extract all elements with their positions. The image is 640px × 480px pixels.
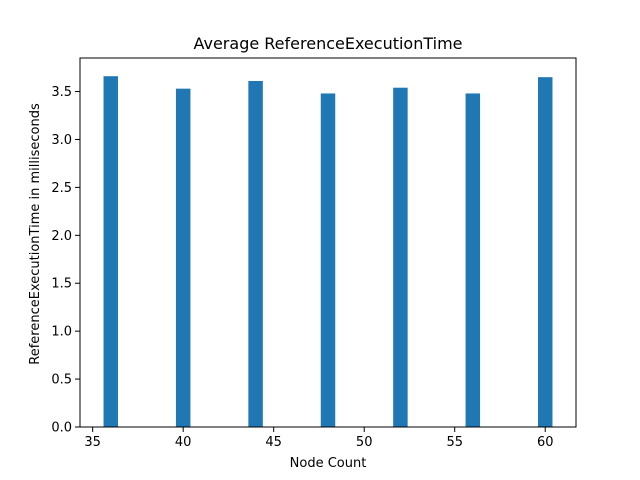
y-tick-label: 2.5 <box>51 181 72 196</box>
x-axis-label: Node Count <box>290 456 367 471</box>
y-tick-label: 2.0 <box>51 229 72 244</box>
bar-node-52 <box>393 87 408 428</box>
bars-group <box>103 76 553 428</box>
y-tick-label: 0.0 <box>51 421 72 436</box>
y-axis-ticks: 0.0 0.5 1.0 1.5 2.0 2.5 3.0 3.5 <box>51 85 80 436</box>
x-tick-label: 50 <box>356 435 373 450</box>
x-tick-label: 55 <box>446 435 463 450</box>
y-tick-label: 1.5 <box>51 277 72 292</box>
x-tick-label: 45 <box>265 435 282 450</box>
x-tick-label: 35 <box>84 435 101 450</box>
x-tick-label: 40 <box>175 435 192 450</box>
bar-node-44 <box>248 81 263 427</box>
bar-node-60 <box>537 77 553 428</box>
bar-node-48 <box>320 93 336 427</box>
bar-node-56 <box>465 93 481 427</box>
chart-title: Average ReferenceExecutionTime <box>193 34 462 53</box>
x-tick-label: 60 <box>537 435 554 450</box>
y-tick-label: 1.0 <box>51 325 72 340</box>
y-tick-label: 3.0 <box>51 133 72 148</box>
bar-node-40 <box>175 88 191 427</box>
x-axis-ticks: 35 40 45 50 55 60 <box>84 427 553 450</box>
y-axis-label: ReferenceExecutionTime in milliseconds <box>28 103 43 365</box>
y-tick-label: 0.5 <box>51 373 72 388</box>
y-tick-label: 3.5 <box>51 85 72 100</box>
plot-area-frame <box>79 57 577 428</box>
bar-node-36 <box>103 76 119 427</box>
